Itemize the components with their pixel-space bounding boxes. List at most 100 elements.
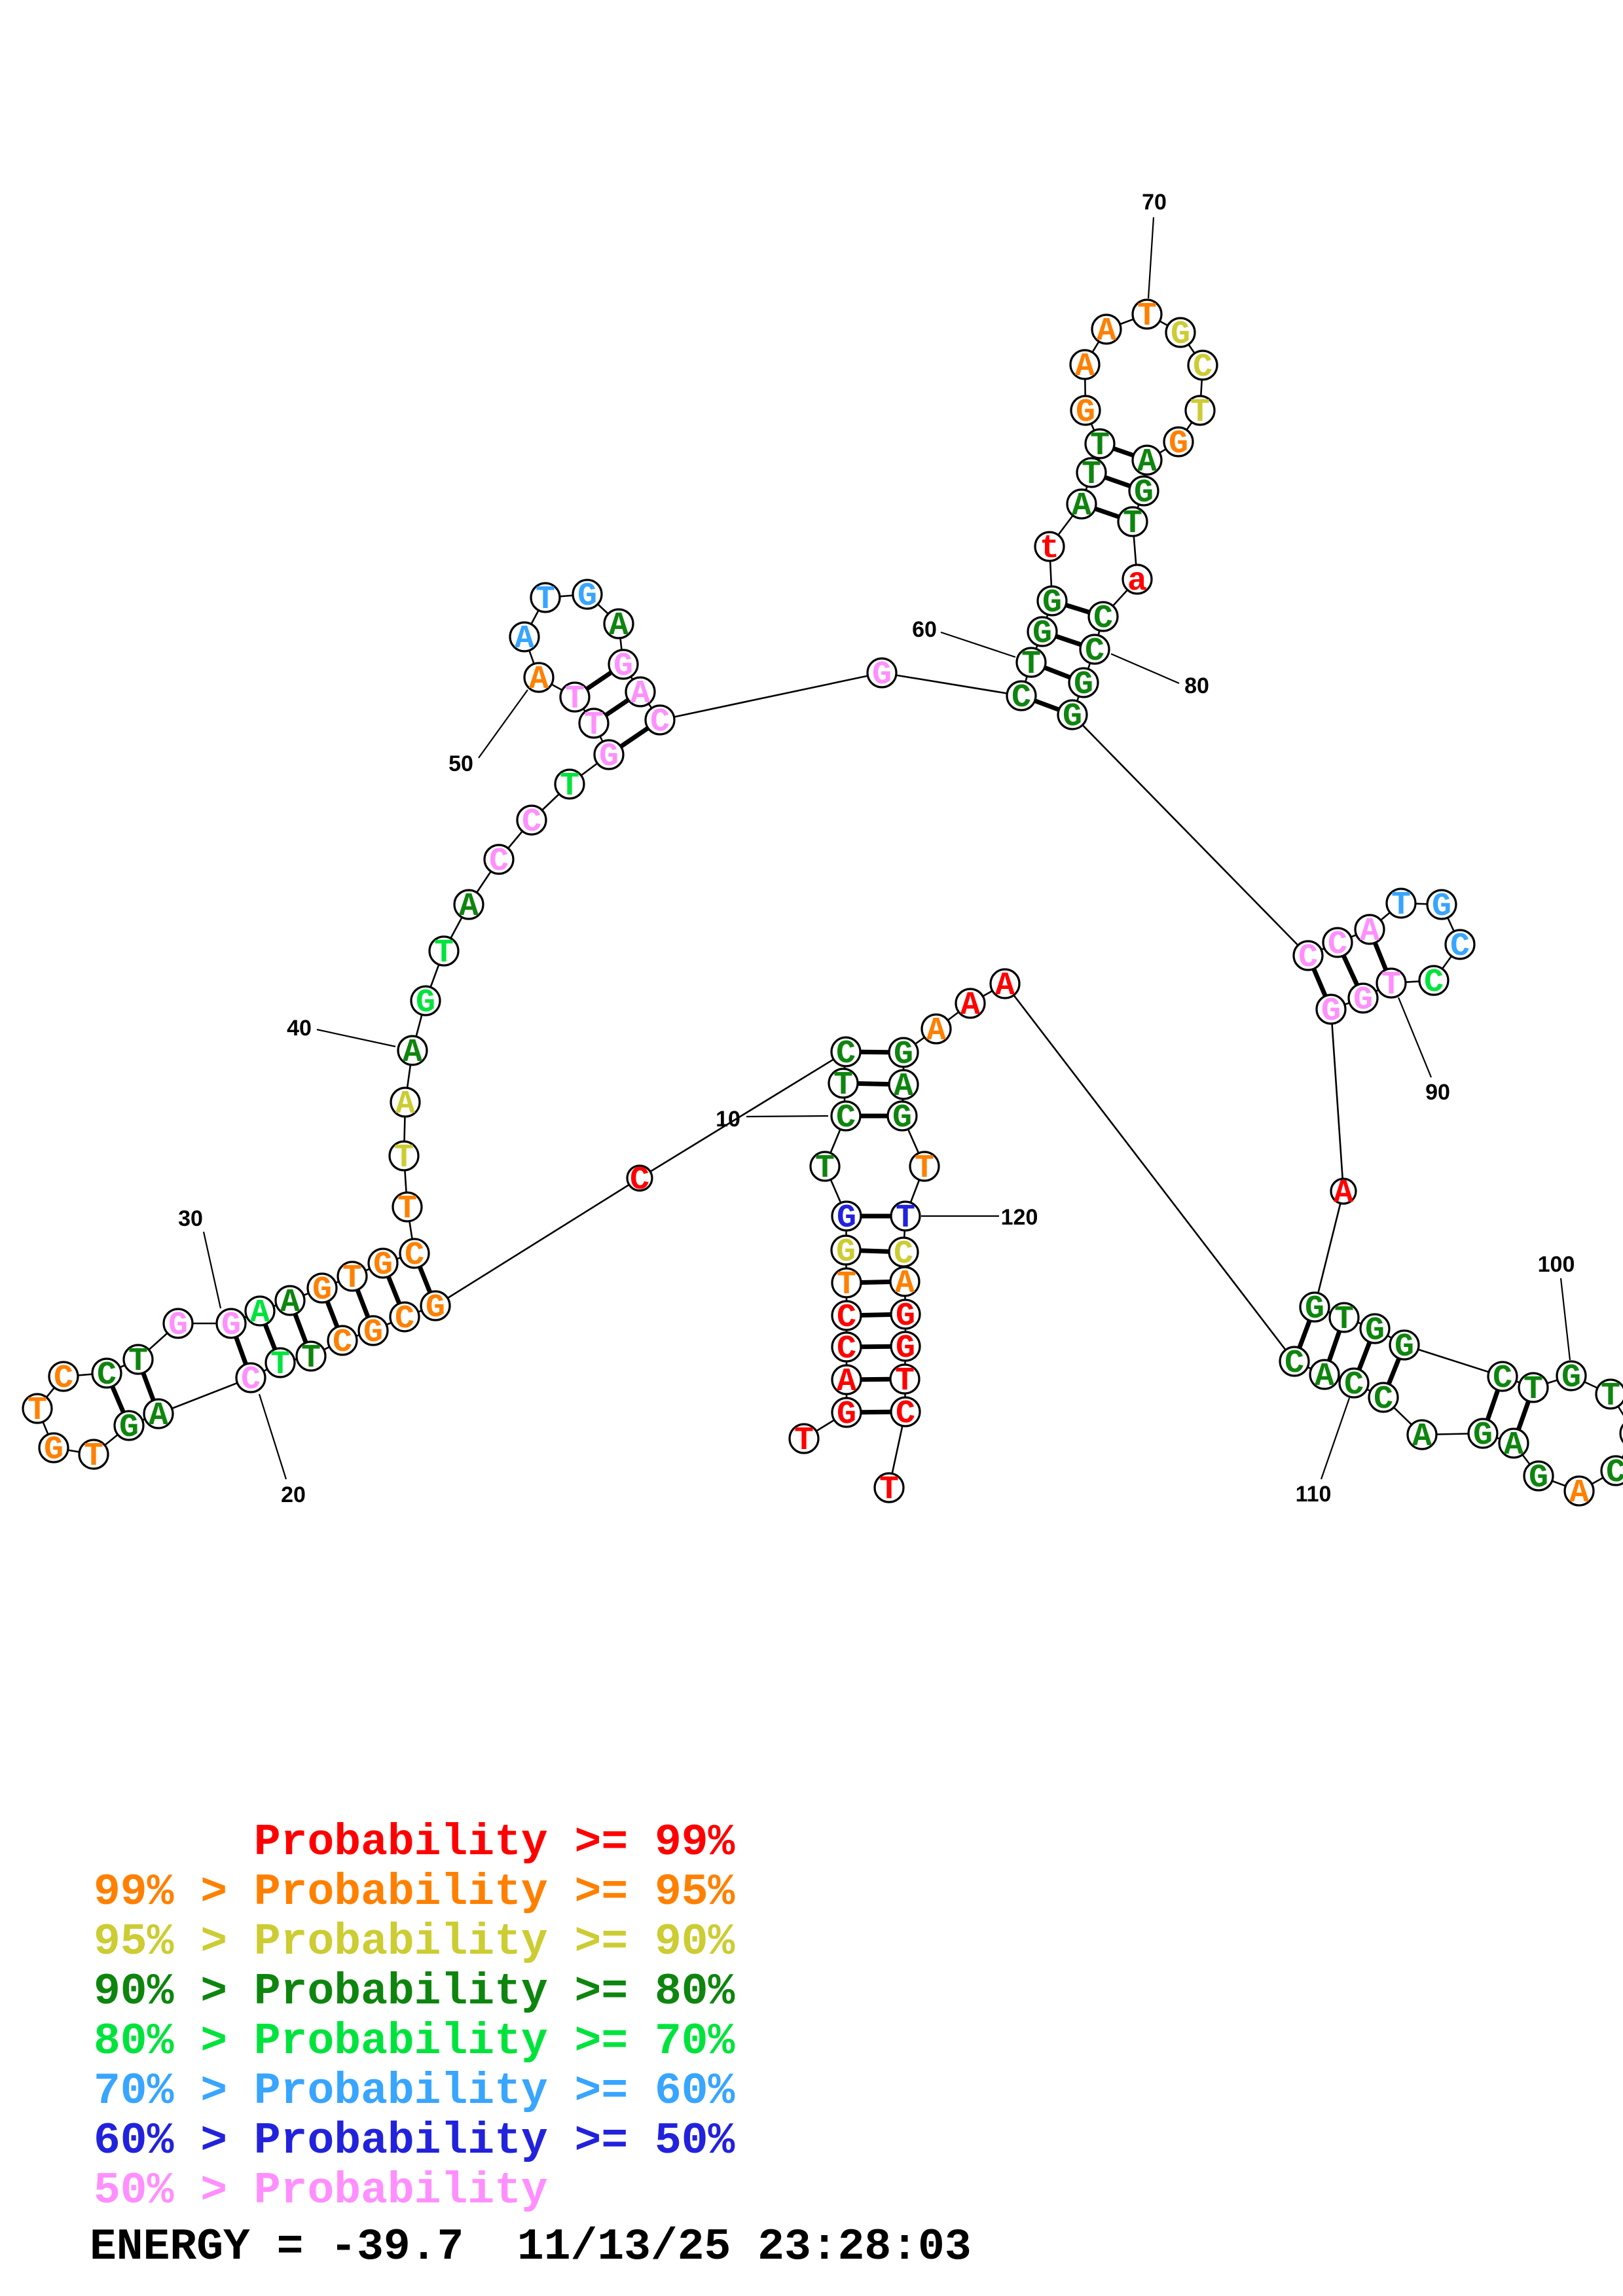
nucleotide-circle-58 [866, 657, 898, 689]
nucleotide-letter-38: T [394, 1139, 414, 1177]
legend-row-7: 60% > Probability >= 50% [94, 2116, 735, 2166]
nucleotide-letter-34: T [342, 1260, 362, 1297]
nucleotide-circle-96 [1359, 1313, 1391, 1344]
nucleotide-circle-120 [890, 1200, 921, 1232]
nucleotide-letter-75: A [1137, 444, 1157, 481]
nucleotide-letter-45: C [522, 804, 541, 841]
nucleotide-letter-109: C [1374, 1381, 1393, 1418]
nucleotide-circle-71 [1165, 317, 1196, 348]
nucleotide-letter-100: G [1561, 1359, 1581, 1397]
nucleotide-circle-73 [1184, 395, 1216, 426]
nucleotide-letter-68: A [1075, 348, 1095, 386]
nucleotide-circle-55 [608, 649, 639, 680]
nucleotide-letter-87: G [1432, 888, 1451, 925]
nucleotide-circle-89 [1418, 965, 1450, 996]
nucleotide-circle-4 [831, 1331, 862, 1363]
nucleotide-circle-94 [1299, 1291, 1330, 1323]
nucleotide-letter-67: G [1076, 394, 1095, 431]
nucleotide-circle-104 [1563, 1475, 1595, 1507]
nucleotide-circle-122 [889, 1266, 921, 1297]
nucleotide-letter-82: G [1063, 698, 1082, 736]
nucleotide-circle-15 [389, 1301, 420, 1333]
nucleotide-letter-37: T [397, 1191, 417, 1228]
nucleotide-circle-45 [516, 804, 547, 836]
nucleotide-letter-98: C [1493, 1360, 1512, 1397]
legend-row-4: 90% > Probability >= 80% [94, 1967, 735, 2017]
nucleotide-letter-10: C [836, 1100, 856, 1137]
nucleotide-circle-117 [888, 1069, 919, 1100]
nucleotide-letter-111: A [1315, 1358, 1334, 1395]
nucleotide-circle-67 [1070, 395, 1101, 426]
nucleotide-circle-108 [1406, 1419, 1438, 1450]
nucleotide-letter-49: T [565, 681, 585, 718]
position-label-80: 80 [1184, 673, 1209, 698]
nucleotide-letter-61: G [1032, 615, 1052, 653]
nucleotide-circle-24 [38, 1432, 69, 1463]
nucleotide-circle-77 [1117, 506, 1148, 537]
nucleotide-letter-72: C [1193, 349, 1213, 386]
nucleotide-circle-39 [390, 1086, 421, 1118]
nucleotide-letter-11: T [833, 1067, 853, 1104]
nucleotide-circle-37 [392, 1191, 423, 1223]
nucleotide-letter-85: A [1360, 913, 1379, 950]
nucleotide-circle-6 [831, 1267, 862, 1299]
nucleotide-letter-60: T [1021, 646, 1041, 683]
nucleotide-circle-98 [1487, 1361, 1518, 1392]
nucleotide-circle-57 [644, 704, 676, 736]
nucleotide-letter-125: T [895, 1363, 915, 1400]
nucleotide-letter-18: T [301, 1340, 321, 1377]
nucleotide-letter-84: C [1328, 926, 1347, 963]
nucleotide-letter-44: C [489, 843, 509, 880]
nucleotide-letter-63: t [1040, 530, 1059, 567]
legend-row-6: 70% > Probability >= 60% [94, 2066, 735, 2117]
nucleotide-letter-43: A [459, 888, 479, 925]
nucleotide-circle-1 [788, 1423, 820, 1454]
nucleotide-letter-22: G [119, 1409, 139, 1446]
backbone-link [1330, 1009, 1345, 1192]
nucleotide-circle-19 [264, 1347, 296, 1378]
nucleotide-letter-39: A [395, 1086, 415, 1123]
nucleotide-circle-25 [22, 1393, 53, 1424]
nucleotide-circle-82 [1057, 699, 1088, 730]
position-label-40: 40 [287, 1016, 312, 1041]
nucleotide-circle-49 [559, 681, 591, 713]
nucleotide-circle-62 [1036, 585, 1068, 617]
nucleotide-circle-30 [215, 1308, 247, 1339]
nucleotide-letter-95: T [1334, 1301, 1354, 1338]
nucleotide-letter-13: C [630, 1162, 649, 1199]
nucleotide-letter-51: A [515, 620, 534, 658]
nucleotide-letter-28: T [128, 1343, 148, 1380]
nucleotide-letter-116: G [894, 1036, 913, 1073]
nucleotide-letter-6: T [837, 1266, 856, 1304]
nucleotide-letter-25: T [27, 1392, 47, 1429]
nucleotide-circle-2 [831, 1397, 862, 1428]
nucleotide-letter-110: C [1344, 1367, 1364, 1404]
backbone-link [1404, 1344, 1503, 1378]
position-label-10: 10 [716, 1107, 740, 1132]
nucleotide-letter-40: A [403, 1034, 422, 1071]
nucleotide-letter-7: G [836, 1234, 856, 1271]
nucleotide-circle-34 [337, 1261, 368, 1292]
label-pointer-line [1320, 1397, 1351, 1480]
nucleotide-circle-83 [1292, 940, 1324, 971]
legend-row-5: 80% > Probability >= 70% [94, 2017, 735, 2067]
nucleotide-letter-16: G [363, 1314, 383, 1352]
backbone-link [1004, 983, 1296, 1362]
nucleotide-letter-53: G [577, 578, 597, 615]
nucleotide-letter-127: T [879, 1471, 899, 1509]
nucleotide-circle-86 [1385, 888, 1417, 919]
label-pointer-line [1559, 1278, 1571, 1361]
nucleotide-circle-29 [162, 1308, 194, 1339]
nucleotide-circle-11 [828, 1067, 859, 1099]
position-label-110: 110 [1296, 1482, 1332, 1507]
nucleotide-letter-99: T [1523, 1371, 1543, 1408]
nucleotide-circle-52 [530, 582, 561, 613]
label-pointer-line [478, 689, 528, 759]
nucleotide-circle-70 [1131, 298, 1163, 330]
nucleotide-circle-88 [1444, 929, 1476, 960]
nucleotide-circle-47 [593, 739, 625, 770]
position-label-50: 50 [448, 751, 473, 776]
nucleotide-letter-101: T [1601, 1378, 1620, 1415]
backbone-link [1072, 714, 1309, 956]
nucleotide-letter-33: G [312, 1272, 332, 1309]
